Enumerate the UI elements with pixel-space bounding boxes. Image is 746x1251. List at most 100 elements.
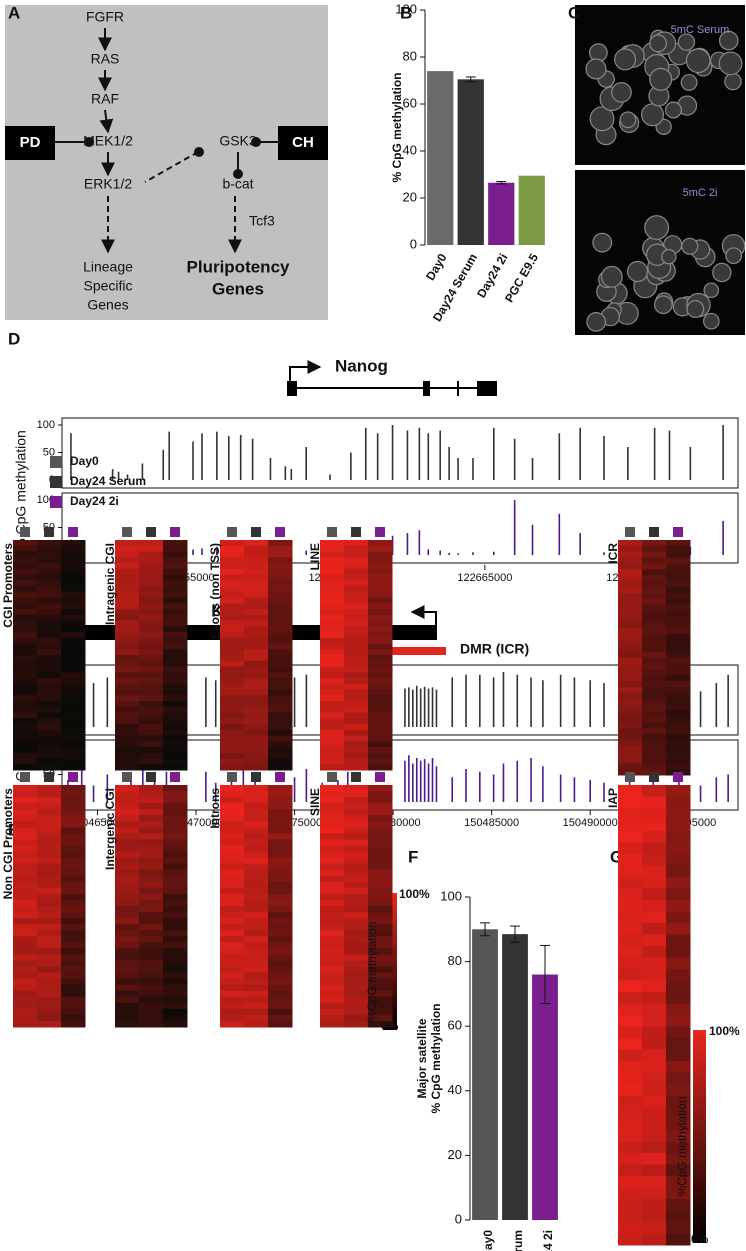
heatmap-cell: [666, 657, 691, 664]
heatmap-cell: [61, 845, 86, 853]
heatmap-cell: [220, 791, 245, 798]
heatmap-cell: [344, 869, 369, 877]
heatmap-cell: [320, 791, 345, 798]
heatmap-cell: [220, 785, 245, 792]
heatmap-cell: [368, 821, 393, 828]
heatmap-cell: [115, 568, 140, 575]
heatmap-cell: [244, 609, 269, 616]
heatmap-cell: [244, 747, 269, 754]
methylation-bar: [126, 474, 129, 480]
cell: [703, 282, 720, 299]
heatmap-cell: [244, 924, 269, 931]
heatmap-cell: [115, 912, 140, 919]
heatmap-cell: [37, 718, 62, 725]
heatmap-cell: [139, 906, 164, 913]
heatmap-cell: [139, 655, 164, 662]
heatmap-cell: [115, 827, 140, 834]
heatmap-cell: [618, 757, 643, 764]
heatmap-cell: [13, 735, 38, 742]
heatmap-cell: [61, 996, 86, 1004]
heatmap-cell: [268, 574, 293, 581]
pathway-node: ERK1/2: [84, 176, 132, 192]
column-key: [44, 772, 54, 782]
heatmap-cell: [268, 672, 293, 679]
heatmap-cell: [618, 1072, 643, 1085]
heatmap-cell: [320, 752, 345, 759]
heatmap-cell: [61, 712, 86, 719]
heatmap-cell: [37, 899, 62, 907]
heatmap-cell: [666, 545, 691, 553]
methylation-bar: [493, 427, 495, 480]
heatmap-cell: [163, 649, 188, 656]
cell: [653, 295, 673, 315]
cells: [585, 29, 746, 332]
heatmap-cell: [163, 942, 188, 949]
heatmap-cell: [37, 729, 62, 736]
heatmap-cell: [139, 678, 164, 685]
legend-swatch: [50, 476, 62, 488]
heatmap-cell: [368, 785, 393, 792]
y-tick-label: 100: [37, 419, 55, 431]
heatmap-cell: [244, 591, 269, 598]
heatmap-cell: [344, 620, 369, 627]
heatmap-cell: [13, 984, 38, 992]
heatmap-cell: [37, 942, 62, 949]
heatmap-cell: [320, 984, 345, 992]
heatmap-cell: [244, 752, 269, 759]
heatmap-cell: [320, 672, 345, 679]
heatmap-cell: [268, 893, 293, 901]
bar: [427, 71, 454, 245]
heatmap-cell: [139, 1002, 164, 1010]
heatmap-cell: [320, 568, 345, 575]
heatmap-cell: [642, 751, 667, 758]
heatmap-cell: [618, 557, 643, 564]
heatmap-cell: [115, 785, 140, 792]
heatmap-cell: [368, 809, 393, 816]
heatmap-cell: [268, 791, 293, 798]
heatmap-cell: [666, 1095, 691, 1108]
heatmap-cell: [666, 763, 691, 770]
heatmap-cell: [320, 741, 345, 748]
heatmap-cell: [163, 672, 188, 679]
heatmap-cell: [139, 591, 164, 598]
heatmap-cell: [344, 729, 369, 736]
heatmap-cell: [37, 863, 62, 871]
x-tick-label: Day0: [481, 1230, 495, 1251]
heatmap-cell: [642, 1118, 667, 1131]
heatmap-cell: [368, 568, 393, 575]
heatmap-cell: [163, 758, 188, 765]
heatmap-cell: [139, 540, 164, 547]
heatmap-cell: [320, 545, 345, 552]
heatmap-cell: [666, 675, 691, 682]
heatmap-cell: [268, 797, 293, 804]
heatmap-cell: [115, 942, 140, 949]
heatmap-cell: [139, 603, 164, 610]
heatmap-cell: [13, 966, 38, 974]
heatmap-cell: [115, 851, 140, 859]
heatmap-cell: [320, 678, 345, 685]
heatmap-cell: [115, 924, 140, 931]
heatmap-cell: [368, 614, 393, 621]
heatmap-cell: [13, 551, 38, 558]
column-key: [68, 527, 78, 537]
heatmap-cell: [320, 942, 345, 949]
heatmap-cell: [37, 735, 62, 742]
methylation-bar: [451, 777, 454, 802]
heatmap-cell: [163, 948, 188, 955]
heatmap-cell: [139, 568, 164, 575]
heatmap-cell: [666, 934, 691, 947]
heatmap-cell: [344, 701, 369, 708]
methylation-bar: [579, 533, 581, 555]
heatmap-cell: [163, 568, 188, 575]
heatmap-cell: [220, 620, 245, 627]
heatmap-cell: [163, 764, 188, 771]
methylation-bar: [290, 469, 293, 480]
heatmap-cell: [220, 996, 245, 1004]
heatmap-cell: [666, 1222, 691, 1234]
heatmap-cell: [115, 839, 140, 846]
methylation-bar: [727, 774, 729, 802]
heatmap-cell: [61, 990, 86, 998]
methylation-bar: [376, 433, 379, 480]
heatmap-cell: [115, 603, 140, 610]
gene-group: Specific: [83, 278, 132, 294]
